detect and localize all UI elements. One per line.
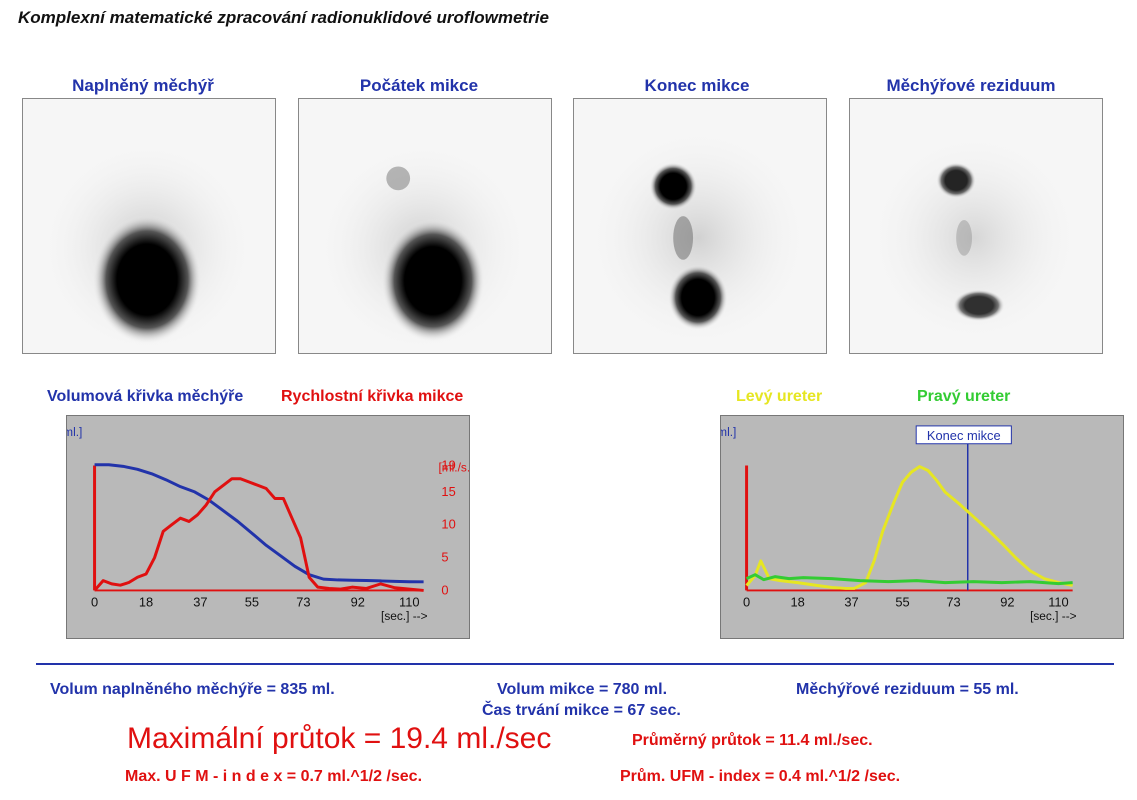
x-tick-label: 0 [91,594,98,609]
x-tick-label: 18 [139,594,153,609]
scan-image-filled-bladder [22,98,276,354]
x-tick-label: 18 [790,594,804,609]
x-unit-label: [sec.] --> [381,609,428,623]
x-tick-label: 110 [1048,594,1069,609]
divider-line [36,663,1114,665]
y-unit-left: [ml.] [721,425,736,439]
chart-ureter-svg: [ml.]127966432001837557392110[sec.] -->K… [721,425,1077,623]
stat-avg-flow: Průměrný průtok = 11.4 ml./sec. [632,732,873,749]
x-tick-label: 92 [1000,594,1014,609]
image-label-filled-bladder: Naplněný měchýř [72,76,214,95]
image-label-residuum: Měchýřové reziduum [886,76,1056,95]
y-unit-left: [ml.] [67,425,82,439]
stat-volume-micturition: Volum mikce = 780 ml. [497,681,668,698]
annotation-label: Konec mikce [927,428,1001,443]
x-tick-label: 0 [743,594,750,609]
x-unit-label: [sec.] --> [1030,609,1077,623]
x-tick-label: 55 [245,594,259,609]
y-tick-right-label: 10 [441,517,455,532]
chart-bladder-curves: [ml.]8306304202100[ml./s.]19151050018375… [66,415,470,639]
x-tick-label: 110 [399,594,420,609]
page-title: Komplexní matematické zpracování radionu… [18,8,549,27]
y-unit-right: [ml./s.] [438,461,469,475]
x-tick-label: 92 [351,594,365,609]
x-tick-label: 37 [844,594,858,609]
stat-max-ufm: Max. U F M - i n d e x = 0.7 ml.^1/2 /se… [125,768,423,785]
stat-volume-filled: Volum naplněného měchýře = 835 ml. [50,681,335,698]
x-tick-label: 73 [296,594,310,609]
y-tick-right-label: 15 [441,484,455,499]
x-tick-label: 37 [193,594,207,609]
series-line [93,477,424,592]
x-tick-label: 55 [895,594,909,609]
scan-image-micturition-start [298,98,552,354]
legend-volume-curve: Volumová křivka měchýře [47,388,244,405]
stat-max-flow: Maximální průtok = 19.4 ml./sec [127,722,552,755]
image-label-micturition-start: Počátek mikce [359,76,479,95]
scan-image-micturition-end [573,98,827,354]
legend-right-ureter: Pravý ureter [917,388,1011,405]
chart-bladder-svg: [ml.]8306304202100[ml./s.]19151050018375… [67,425,469,623]
stat-residuum: Měchýřové reziduum = 55 ml. [796,681,1019,698]
scan-image-residuum [849,98,1103,354]
stat-avg-ufm: Prům. UFM - index = 0.4 ml.^1/2 /sec. [620,768,901,785]
y-tick-right-label: 19 [441,458,455,473]
legend-left-ureter: Levý ureter [736,388,823,405]
series-line [745,465,1073,590]
series-line [94,463,424,584]
chart-ureter-curves: [ml.]127966432001837557392110[sec.] -->K… [720,415,1124,639]
legend-flow-curve: Rychlostní křivka mikce [281,388,464,405]
y-tick-right-label: 5 [441,550,448,565]
series-line [745,573,1073,586]
stat-duration: Čas trvání mikce = 67 sec. [482,702,681,719]
x-tick-label: 73 [946,594,960,609]
annotation-box [915,425,1012,445]
y-tick-right-label: 0 [441,582,448,597]
image-label-micturition-end: Konec mikce [644,76,750,95]
